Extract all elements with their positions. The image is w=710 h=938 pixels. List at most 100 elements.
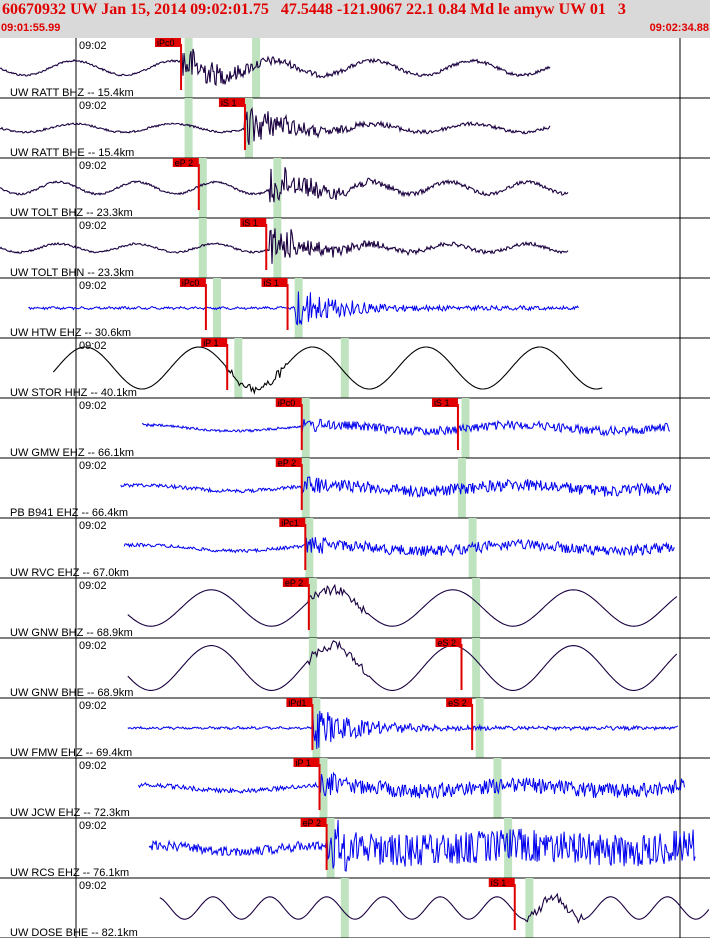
p-window-band bbox=[308, 578, 317, 638]
s-window-band bbox=[244, 98, 253, 158]
minute-label: 09:02 bbox=[79, 880, 107, 892]
waveform[interactable] bbox=[138, 771, 685, 800]
s-window-band bbox=[468, 518, 477, 578]
s-window-band bbox=[457, 458, 466, 518]
minute-label: 09:02 bbox=[79, 760, 107, 772]
waveform[interactable] bbox=[0, 228, 569, 264]
pick-label: iS 1 bbox=[242, 218, 258, 228]
trace-row[interactable]: 09:02 eP 2 UW GNW BHZ -- 68.9km bbox=[0, 578, 710, 639]
station-label: UW JCW EHZ -- 72.3km bbox=[10, 807, 130, 819]
minute-label: 09:02 bbox=[79, 700, 107, 712]
waveform[interactable] bbox=[28, 291, 579, 326]
p-window-band bbox=[301, 458, 310, 518]
pick-flag[interactable] bbox=[446, 698, 473, 707]
trace-row[interactable]: 09:02 iPc0 iS 1 UW HTW EHZ -- 30.6km bbox=[0, 278, 710, 339]
p-window-band bbox=[340, 878, 349, 938]
waveform[interactable] bbox=[127, 640, 678, 691]
pick-label: iPc1 bbox=[281, 518, 299, 528]
pick-flag[interactable] bbox=[275, 458, 302, 467]
waveform[interactable] bbox=[159, 892, 710, 924]
s-window-band bbox=[461, 398, 470, 458]
minute-label: 09:02 bbox=[79, 40, 107, 52]
pick-label: iPc0 bbox=[278, 398, 296, 408]
pick-label: eP 2 bbox=[285, 578, 303, 588]
waveform[interactable] bbox=[120, 476, 672, 498]
minute-label: 09:02 bbox=[79, 160, 107, 172]
pick-flag[interactable] bbox=[179, 278, 206, 287]
pick-flag[interactable] bbox=[286, 698, 313, 707]
pick-label: iPc0 bbox=[182, 278, 200, 288]
pick-flag[interactable] bbox=[218, 98, 245, 107]
pick-label: iP 1 bbox=[296, 758, 311, 768]
minute-label: 09:02 bbox=[79, 520, 107, 532]
station-label: UW FMW EHZ -- 69.4km bbox=[10, 747, 132, 759]
pick-flag[interactable] bbox=[155, 38, 182, 47]
trace-row[interactable]: 09:02 iS 1 UW TOLT BHN -- 23.3km bbox=[0, 218, 710, 279]
p-window-band bbox=[198, 218, 207, 278]
s-window-band bbox=[252, 38, 261, 98]
trace-row[interactable]: 09:02 eP 2 PB B941 EHZ -- 66.4km bbox=[0, 458, 710, 519]
pick-flag[interactable] bbox=[172, 158, 199, 167]
trace-row[interactable]: 09:02 eP 2 UW TOLT BHZ -- 23.3km bbox=[0, 158, 710, 219]
waveform[interactable] bbox=[0, 167, 569, 203]
station-label: UW TOLT BHN -- 23.3km bbox=[10, 267, 134, 279]
trace-row[interactable]: 09:02 eP 2 UW RCS EHZ -- 76.1km bbox=[0, 818, 710, 879]
pick-flag[interactable] bbox=[275, 398, 302, 407]
trace-row[interactable]: 09:02 iPc1 UW RVC EHZ -- 67.0km bbox=[0, 518, 710, 579]
pick-flag[interactable] bbox=[488, 878, 515, 887]
pick-label: iPc0 bbox=[157, 38, 175, 48]
trace-row[interactable]: 09:02 iS 1 UW DOSE BHE -- 82.1km bbox=[0, 878, 710, 938]
p-window-band bbox=[312, 698, 321, 758]
window-end-time: 09:02:34.88 bbox=[649, 22, 709, 34]
s-window-band bbox=[340, 338, 349, 398]
station-label: UW STOR HHZ -- 40.1km bbox=[10, 387, 137, 399]
trace-row[interactable]: 09:02 iPc0 iS 1 UW GMW EHZ -- 66.1km bbox=[0, 398, 710, 459]
p-window-band bbox=[184, 98, 193, 158]
pick-label: iS 1 bbox=[434, 398, 450, 408]
station-label: UW GNW BHZ -- 68.9km bbox=[10, 627, 133, 639]
pick-flag[interactable] bbox=[282, 578, 309, 587]
minute-label: 09:02 bbox=[79, 580, 107, 592]
s-window-band bbox=[475, 698, 484, 758]
station-label: UW TOLT BHZ -- 23.3km bbox=[10, 207, 133, 219]
pick-flag[interactable] bbox=[201, 338, 228, 347]
p-window-band bbox=[234, 338, 243, 398]
p-window-band bbox=[198, 158, 207, 218]
waveform[interactable] bbox=[123, 536, 675, 558]
station-label: UW GMW EHZ -- 66.1km bbox=[10, 447, 134, 459]
trace-row[interactable]: 09:02 iP 1 UW STOR HHZ -- 40.1km bbox=[0, 338, 710, 399]
s-window-band bbox=[273, 158, 282, 218]
waveform[interactable] bbox=[0, 106, 551, 146]
station-label: UW RATT BHZ -- 15.4km bbox=[10, 87, 134, 99]
pick-flag[interactable] bbox=[300, 818, 327, 827]
pick-flag[interactable] bbox=[431, 398, 458, 407]
pick-flag[interactable] bbox=[279, 518, 306, 527]
minute-label: 09:02 bbox=[79, 460, 107, 472]
waveform[interactable] bbox=[127, 711, 679, 749]
p-window-band bbox=[308, 638, 317, 698]
trace-row[interactable]: 09:02 iPd1 eS 2 UW FMW EHZ -- 69.4km bbox=[0, 698, 710, 759]
pick-flag[interactable] bbox=[261, 278, 288, 287]
trace-row[interactable]: 09:02 iS 1 UW RATT BHE -- 15.4km bbox=[0, 98, 710, 159]
event-header: 60670932 UW Jan 15, 2014 09:02:01.75 47.… bbox=[0, 0, 710, 38]
waveform[interactable] bbox=[127, 583, 678, 627]
pick-flag[interactable] bbox=[240, 218, 267, 227]
minute-label: 09:02 bbox=[79, 640, 107, 652]
waveform[interactable] bbox=[141, 418, 671, 438]
waveform[interactable] bbox=[0, 48, 551, 87]
trace-row[interactable]: 09:02 eS 2 UW GNW BHE -- 68.9km bbox=[0, 638, 710, 699]
trace-row[interactable]: 09:02 iPc0 UW RATT BHZ -- 15.4km bbox=[0, 38, 710, 99]
pick-label: iPd1 bbox=[288, 698, 306, 708]
pick-flag[interactable] bbox=[435, 638, 462, 647]
station-label: UW RVC EHZ -- 67.0km bbox=[10, 567, 129, 579]
pick-label: iS 1 bbox=[264, 278, 280, 288]
waveform[interactable] bbox=[148, 819, 696, 872]
pick-flag[interactable] bbox=[293, 758, 320, 767]
trace-row[interactable]: 09:02 iP 1 UW JCW EHZ -- 72.3km bbox=[0, 758, 710, 819]
pick-label: eP 2 bbox=[303, 818, 321, 828]
pick-label: iP 1 bbox=[203, 338, 218, 348]
station-label: PB B941 EHZ -- 66.4km bbox=[10, 507, 128, 519]
waveform[interactable] bbox=[52, 346, 603, 395]
station-label: UW HTW EHZ -- 30.6km bbox=[10, 327, 131, 339]
